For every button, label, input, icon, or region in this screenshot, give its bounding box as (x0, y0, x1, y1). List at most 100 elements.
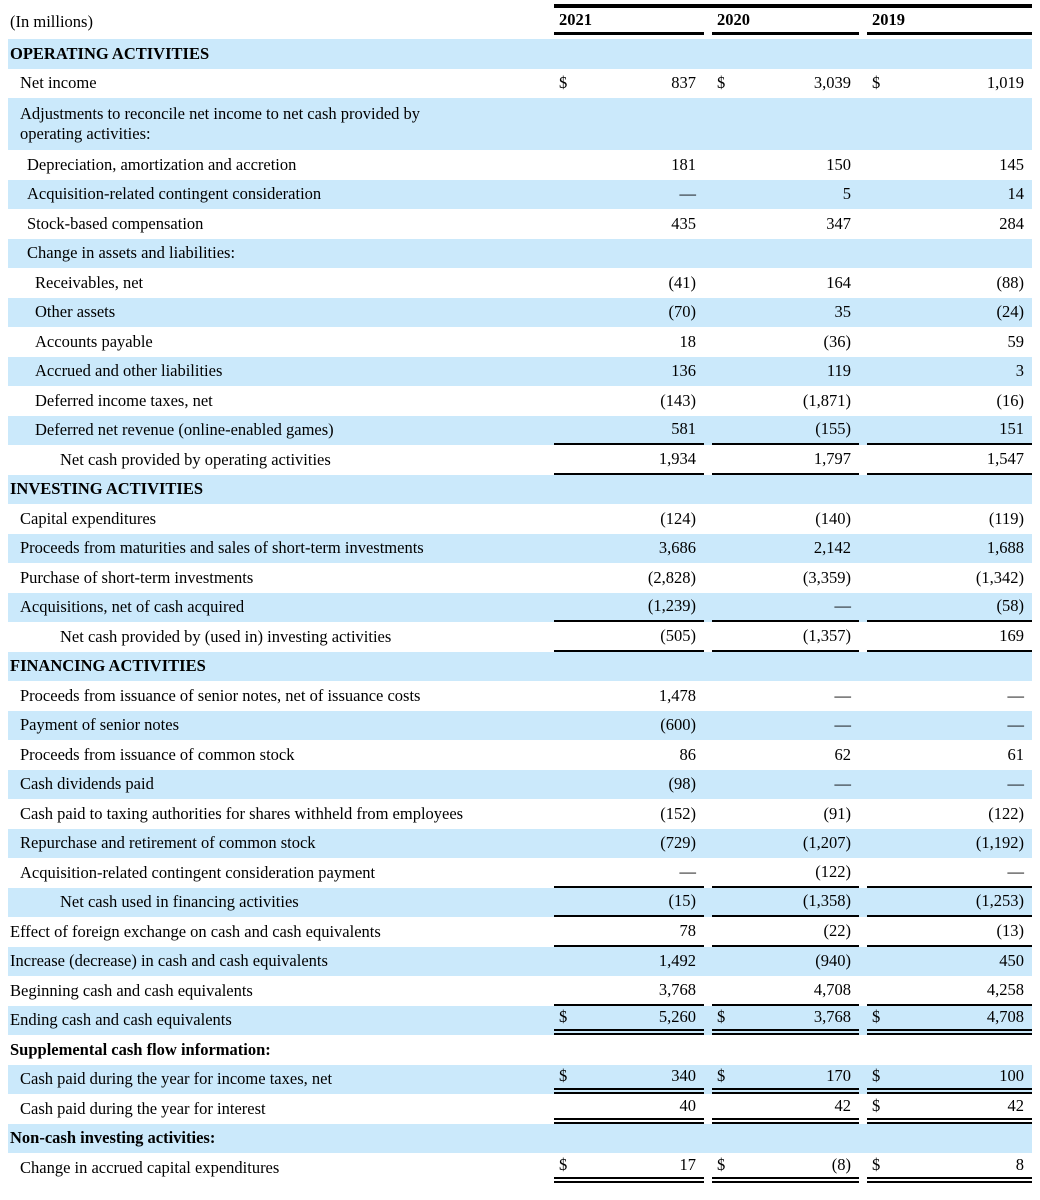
column-gap (704, 180, 712, 210)
value: (1,358) (802, 891, 851, 911)
value: 62 (834, 744, 852, 764)
row-label: Other assets (35, 302, 116, 322)
column-gap (704, 357, 712, 387)
value-cell-2021: 1,478 (554, 681, 704, 711)
column-gap (704, 1094, 712, 1124)
value-cell-2021 (554, 39, 704, 69)
value-cell-2021: (41) (554, 268, 704, 298)
table-row: Change in assets and liabilities: (8, 238, 1032, 269)
section-row: Supplemental cash flow information: (8, 1035, 1032, 1065)
column-gap (704, 1124, 712, 1154)
value: 40 (679, 1095, 697, 1115)
column-gap (859, 799, 867, 829)
value-cell-2020: (36) (712, 327, 859, 357)
value-cell-2020: (155) (712, 416, 859, 445)
value-cell-2019: (24) (867, 298, 1032, 328)
value: 5,260 (658, 1007, 696, 1027)
value-cell-2020: 4,708 (712, 976, 859, 1006)
value-cell-2019: 3 (867, 357, 1032, 387)
value: (1,192) (975, 833, 1024, 853)
row-label: Purchase of short-term investments (20, 567, 254, 587)
value-cell-2020: (940) (712, 947, 859, 977)
value: 837 (671, 73, 696, 93)
table-row: Repurchase and retirement of common stoc… (8, 828, 1032, 859)
value-cell-2021: 136 (554, 357, 704, 387)
column-gap (859, 239, 867, 269)
row-label: Capital expenditures (20, 508, 157, 528)
value: 3,768 (658, 979, 696, 999)
value-cell-2021: 581 (554, 416, 704, 445)
value: (15) (668, 891, 697, 911)
table-row: Payment of senior notes (600) — — (8, 710, 1032, 741)
column-gap (859, 1065, 867, 1095)
table-row: Net cash provided by operating activitie… (8, 445, 1032, 475)
value-cell-2019 (867, 475, 1032, 505)
value: — (1007, 715, 1025, 735)
table-row: Cash paid to taxing authorities for shar… (8, 799, 1032, 829)
value: (24) (996, 302, 1025, 322)
value-cell-2020: 5 (712, 180, 859, 210)
value-cell-2019: (13) (867, 917, 1032, 947)
value-cell-2021 (554, 652, 704, 682)
table-row: Net cash used in financing activities (15… (8, 887, 1032, 917)
column-gap (704, 799, 712, 829)
value-cell-2019: (1,253) (867, 888, 1032, 917)
table-row: Net cash provided by (used in) investing… (8, 622, 1032, 652)
value: (91) (823, 803, 852, 823)
table-row: Acquisitions, net of cash acquired (1,239… (8, 592, 1032, 622)
table-row: Capital expenditures (124) (140) (119) (8, 504, 1032, 534)
value-cell-2021: (152) (554, 799, 704, 829)
row-label: Accrued and other liabilities (35, 361, 223, 381)
value-cell-2021: (729) (554, 829, 704, 859)
value-cell-2021: (98) (554, 770, 704, 800)
value: — (834, 774, 852, 794)
value-cell-2019: 284 (867, 209, 1032, 239)
row-label: Stock-based compensation (27, 213, 204, 233)
value: (122) (988, 803, 1024, 823)
table-row: Stock-based compensation 435 347 284 (8, 209, 1032, 239)
dollar-sign: $ (559, 1154, 568, 1174)
value-cell-2020 (712, 1035, 859, 1065)
column-gap (704, 39, 712, 69)
year-column-header-2020: 2020 (712, 4, 859, 35)
value: 61 (1007, 744, 1025, 764)
column-gap (859, 416, 867, 446)
value-cell-2019 (867, 1035, 1032, 1065)
value-cell-2019: 59 (867, 327, 1032, 357)
value: (88) (996, 272, 1025, 292)
value-cell-2020: (3,359) (712, 563, 859, 593)
table-row: Adjustments to reconcile net income to n… (8, 98, 1032, 150)
value: — (834, 685, 852, 705)
value-cell-2019: 14 (867, 180, 1032, 210)
column-gap (704, 770, 712, 800)
column-gap (704, 563, 712, 593)
value: (600) (660, 715, 696, 735)
value: (940) (815, 951, 851, 971)
value: (152) (660, 803, 696, 823)
value-cell-2019: — (867, 711, 1032, 741)
section-row: INVESTING ACTIVITIES (8, 474, 1032, 505)
value: 3 (1015, 361, 1024, 381)
value-cell-2020 (712, 652, 859, 682)
value-cell-2019 (867, 239, 1032, 269)
dollar-sign: $ (717, 1066, 726, 1086)
column-gap (859, 268, 867, 298)
column-gap (859, 681, 867, 711)
table-row: Effect of foreign exchange on cash and c… (8, 917, 1032, 947)
table-row: Accrued and other liabilities 136 119 3 (8, 356, 1032, 387)
value: (124) (660, 508, 696, 528)
value: (13) (996, 920, 1025, 940)
value-cell-2019: (16) (867, 386, 1032, 416)
value-cell-2019: — (867, 770, 1032, 800)
column-gap (859, 711, 867, 741)
value: 169 (999, 625, 1024, 645)
value-cell-2021: 40 (554, 1094, 704, 1124)
value: 42 (834, 1095, 852, 1115)
dollar-sign: $ (872, 1095, 881, 1115)
column-gap (704, 386, 712, 416)
row-label: Change in assets and liabilities: (27, 243, 236, 263)
value-cell-2020: (122) (712, 858, 859, 888)
column-gap (704, 622, 712, 652)
value-cell-2019: (1,192) (867, 829, 1032, 859)
column-gap (859, 98, 867, 150)
